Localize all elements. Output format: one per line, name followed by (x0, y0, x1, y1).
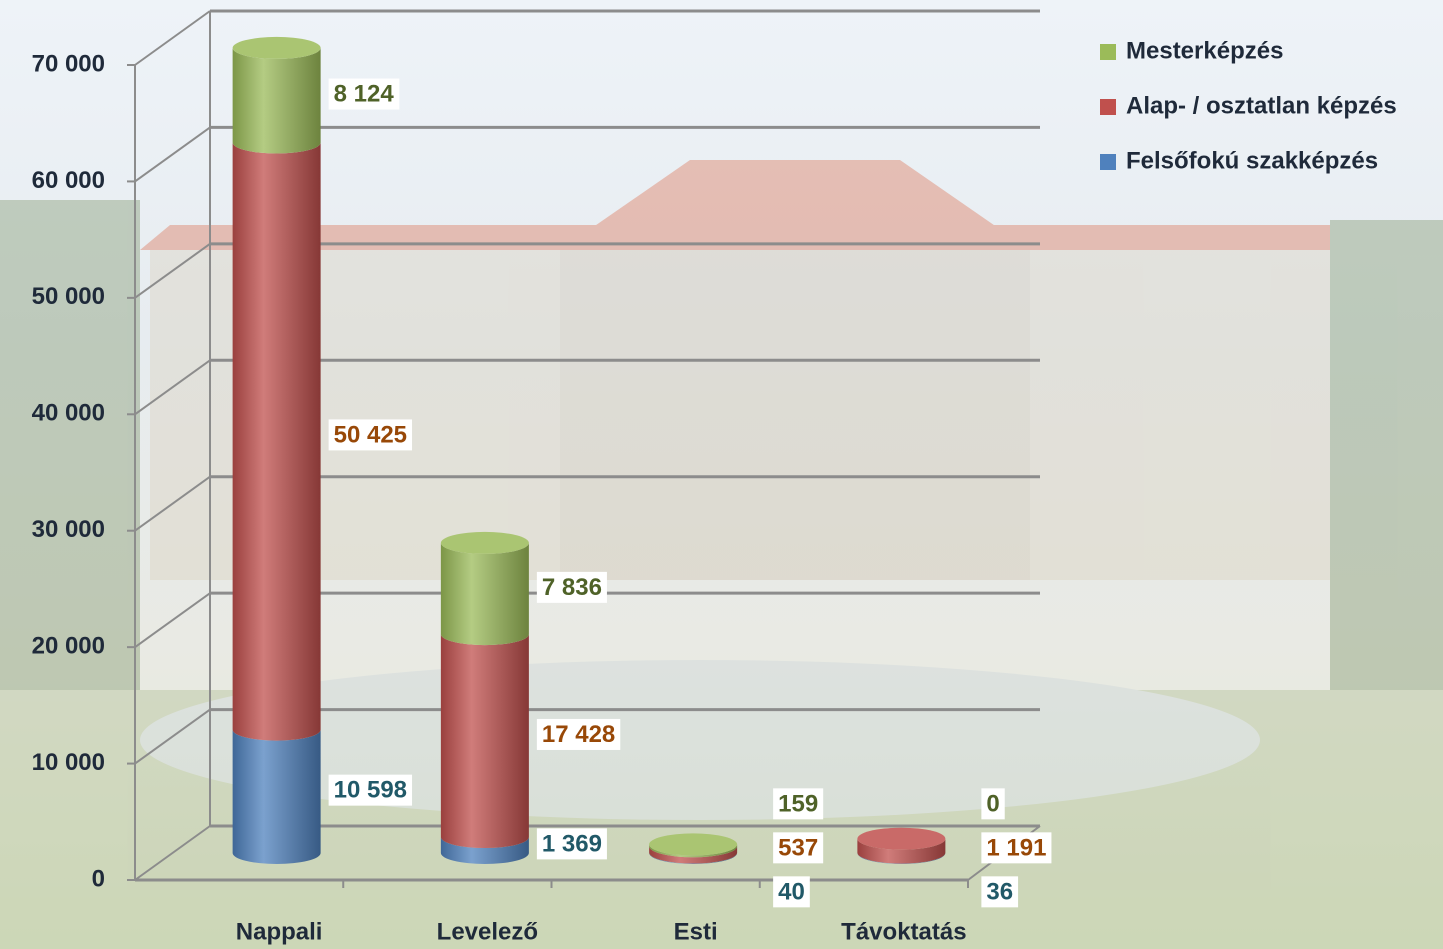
data-label: 1 369 (542, 830, 602, 857)
bar-segment (441, 634, 529, 848)
data-label: 8 124 (334, 81, 395, 108)
legend-swatch (1100, 154, 1116, 170)
data-label: 159 (778, 790, 818, 817)
legend-label: Alap- / osztatlan képzés (1126, 92, 1397, 119)
legend-label: Mesterképzés (1126, 37, 1283, 64)
y-tick-label: 50 000 (32, 283, 105, 310)
data-label: 537 (778, 834, 818, 861)
y-tick-label: 30 000 (32, 516, 105, 543)
data-label: 7 836 (542, 574, 602, 601)
data-label: 0 (986, 790, 999, 817)
y-tick-label: 60 000 (32, 167, 105, 194)
background-building (0, 160, 1443, 949)
y-tick-label: 0 (92, 865, 105, 892)
data-label: 17 428 (542, 721, 615, 748)
data-label: 40 (778, 878, 805, 905)
data-label: 1 191 (986, 834, 1046, 861)
y-tick-label: 70 000 (32, 50, 105, 77)
x-tick-label: Távoktatás (841, 918, 966, 945)
chart: 0 10 000 20 000 30 000 40 000 50 000 60 000 70 … (0, 0, 1443, 949)
x-tick-label: Nappali (236, 918, 323, 945)
bar-top (857, 828, 945, 850)
legend-swatch (1100, 44, 1116, 60)
y-tick-label: 40 000 (32, 400, 105, 427)
data-label: 10 598 (334, 777, 407, 804)
bar-segment (441, 543, 529, 645)
legend-label: Felsőfokú szakképzés (1126, 147, 1378, 174)
bar-top (233, 37, 321, 59)
bar-top (649, 833, 737, 855)
bar-segment (233, 730, 321, 864)
x-tick-label: Esti (674, 918, 718, 945)
bar-segment (233, 48, 321, 154)
y-tick-label: 10 000 (32, 749, 105, 776)
bar-top (441, 532, 529, 554)
x-tick-label: Levelező (437, 918, 538, 945)
data-label: 36 (986, 878, 1013, 905)
legend-swatch (1100, 99, 1116, 115)
y-tick-label: 20 000 (32, 632, 105, 659)
data-label: 50 425 (334, 421, 407, 448)
page: {"chart_data": {"type": "bar", "stacked"… (0, 0, 1443, 949)
bar-segment (233, 143, 321, 741)
